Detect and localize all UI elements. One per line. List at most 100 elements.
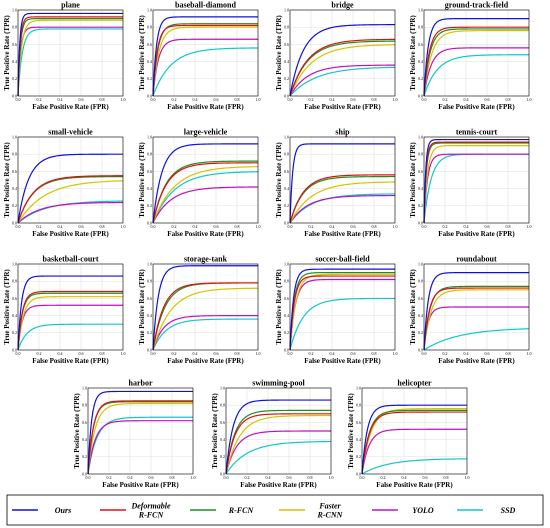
panel-title: storage-tank xyxy=(184,255,228,264)
y-tick-label: 0.0 xyxy=(12,93,17,98)
plot-area xyxy=(424,137,529,223)
y-tick-label: 0.8 xyxy=(418,25,423,30)
y-tick-label: 0.0 xyxy=(284,93,289,98)
y-tick-label: 1.0 xyxy=(12,261,17,266)
y-axis-label: True Positive Rate (TPR) xyxy=(275,15,283,91)
panel-title: baseball-diamond xyxy=(175,1,236,10)
y-tick-label: 0.8 xyxy=(418,279,423,284)
y-tick-label: 0.2 xyxy=(284,330,289,335)
series-line-ssd xyxy=(289,297,395,351)
y-tick-label: 0.6 xyxy=(220,420,225,425)
y-tick-label: 0.8 xyxy=(220,403,225,408)
panel-title: basketball-court xyxy=(43,255,99,264)
x-tick-label: 0.8 xyxy=(506,351,511,356)
series-line-faster-r-cnn xyxy=(423,145,529,223)
series-line-ssd xyxy=(289,66,396,97)
roc-panel-roundabout: 0.0 0.2 0.4 0.6 0.8 1.0 0.0 0.2 0.4 0.6 0.8 1.0 roun… xyxy=(409,255,532,366)
roc-panel-ship: 0.0 0.2 0.4 0.6 0.8 1.0 0.0 0.2 0.4 0.6 0.8 1.0 ship… xyxy=(275,128,398,239)
x-tick-label: 0.2 xyxy=(37,224,42,229)
x-tick-label: 0.4 xyxy=(464,224,469,229)
plot-frame xyxy=(17,263,124,351)
plot-frame xyxy=(152,136,259,224)
x-tick-label: 0.6 xyxy=(485,224,490,229)
y-axis-label: True Positive Rate (TPR) xyxy=(138,142,146,218)
panel-title: soccer-ball-field xyxy=(315,255,370,264)
roc-panel-harbor: 0.0 0.2 0.4 0.6 0.8 1.0 0.0 0.2 0.4 0.6 0.8 1.0 harb… xyxy=(73,379,196,490)
roc-panel-bridge: 0.0 0.2 0.4 0.6 0.8 1.0 0.0 0.2 0.4 0.6 0.8 1.0 brid… xyxy=(275,1,398,112)
legend-label: Deformable xyxy=(130,502,171,511)
x-axis-label: False Positive Rate (FPR) xyxy=(304,103,381,111)
y-tick-label: 0.0 xyxy=(82,471,87,476)
legend-label: YOLO xyxy=(412,506,434,515)
x-tick-label: 1.0 xyxy=(256,224,261,229)
x-tick-label: 1.0 xyxy=(465,475,470,480)
x-tick-label: 0.8 xyxy=(100,224,105,229)
x-tick-label: 0.0 xyxy=(288,224,293,229)
y-tick-label: 0.0 xyxy=(418,220,423,225)
series-line-deformable-r-fcn xyxy=(17,175,124,224)
plot-frame xyxy=(423,136,530,224)
y-tick-label: 0.2 xyxy=(284,203,289,208)
series-line-ours xyxy=(17,275,123,350)
x-tick-label: 0.6 xyxy=(485,97,490,102)
x-tick-label: 0.8 xyxy=(235,224,240,229)
x-tick-label: 0.8 xyxy=(506,224,511,229)
x-axis-label: False Positive Rate (FPR) xyxy=(438,103,515,111)
x-axis-label: False Positive Rate (FPR) xyxy=(102,481,179,489)
series-line-faster-r-cnn xyxy=(225,414,331,475)
x-tick-label: 0.2 xyxy=(309,351,314,356)
x-tick-label: 0.4 xyxy=(58,224,63,229)
series-line-ours xyxy=(423,138,529,223)
y-tick-label: 1.0 xyxy=(147,261,152,266)
x-tick-label: 0.4 xyxy=(128,475,133,480)
y-tick-label: 0.0 xyxy=(418,347,423,352)
series-line-ssd xyxy=(423,54,530,97)
x-tick-label: 0.4 xyxy=(402,475,407,480)
y-tick-label: 1.0 xyxy=(220,385,225,390)
y-tick-label: 0.6 xyxy=(418,42,423,47)
series-line-ours xyxy=(423,272,529,350)
x-tick-label: 0.8 xyxy=(235,351,240,356)
roc-panel-storage-tank: 0.0 0.2 0.4 0.6 0.8 1.0 0.0 0.2 0.4 0.6 0.8 1.0 stor… xyxy=(138,255,261,366)
y-tick-label: 0.8 xyxy=(284,279,289,284)
y-tick-label: 0.2 xyxy=(220,454,225,459)
x-axis-label: False Positive Rate (FPR) xyxy=(304,230,381,238)
y-tick-label: 0.0 xyxy=(147,93,152,98)
plot-frame xyxy=(87,387,194,475)
y-tick-label: 0.4 xyxy=(12,186,17,191)
y-tick-label: 0.4 xyxy=(418,186,423,191)
plot-frame xyxy=(152,263,259,351)
plot-frame xyxy=(289,9,396,97)
y-tick-label: 1.0 xyxy=(147,134,152,139)
x-tick-label: 1.0 xyxy=(121,224,126,229)
x-tick-label: 1.0 xyxy=(191,475,196,480)
series-line-ours xyxy=(225,399,331,475)
x-tick-label: 0.0 xyxy=(422,97,427,102)
x-axis-label: False Positive Rate (FPR) xyxy=(167,230,244,238)
y-tick-label: 0.0 xyxy=(220,471,225,476)
y-tick-label: 0.4 xyxy=(418,313,423,318)
panel-title: ship xyxy=(335,128,350,137)
y-tick-label: 1.0 xyxy=(284,134,289,139)
plot-area xyxy=(290,137,395,223)
x-tick-label: 0.0 xyxy=(224,475,229,480)
y-tick-label: 0.4 xyxy=(12,59,17,64)
y-tick-label: 0.4 xyxy=(284,186,289,191)
roc-panel-large-vehicle: 0.0 0.2 0.4 0.6 0.8 1.0 0.0 0.2 0.4 0.6 0.8 1.0 larg… xyxy=(138,128,261,239)
y-axis-label: True Positive Rate (TPR) xyxy=(409,142,417,218)
x-tick-label: 1.0 xyxy=(256,97,261,102)
x-tick-label: 0.0 xyxy=(422,351,427,356)
y-tick-label: 0.4 xyxy=(284,313,289,318)
y-tick-label: 0.0 xyxy=(12,220,17,225)
plot-frame xyxy=(17,9,124,97)
y-tick-label: 0.2 xyxy=(12,203,17,208)
y-tick-label: 0.6 xyxy=(284,169,289,174)
series-line-ssd xyxy=(361,458,468,475)
panel-title: swimming-pool xyxy=(252,379,305,388)
x-axis-label: False Positive Rate (FPR) xyxy=(438,357,515,365)
y-tick-label: 0.8 xyxy=(284,152,289,157)
roc-panel-ground-track-field: 0.0 0.2 0.4 0.6 0.8 1.0 0.0 0.2 0.4 0.6 0.8 1.0 grou… xyxy=(409,1,532,112)
y-tick-label: 1.0 xyxy=(418,7,423,12)
legend-label: R-FCN xyxy=(228,506,255,515)
x-axis-label: False Positive Rate (FPR) xyxy=(438,230,515,238)
